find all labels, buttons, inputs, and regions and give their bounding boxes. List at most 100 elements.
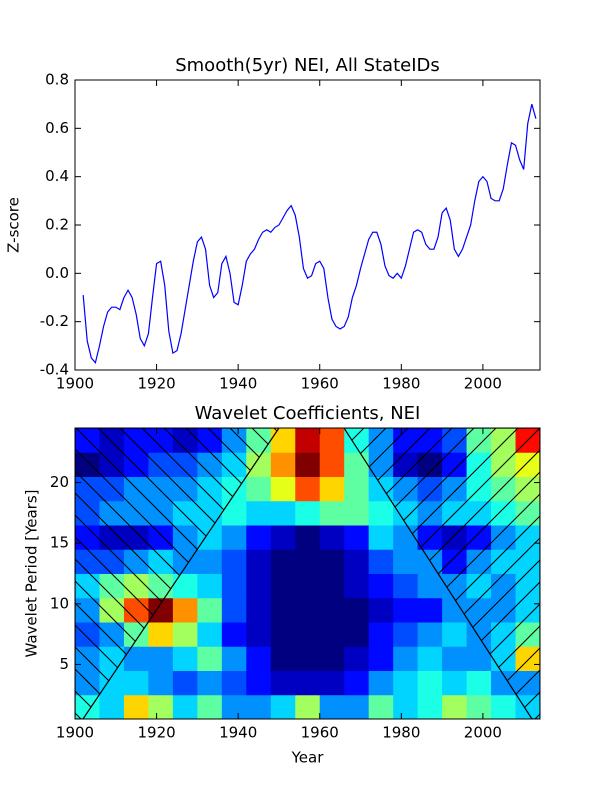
heat-cell: [295, 428, 321, 453]
y-tick-label: 0.4: [45, 167, 69, 185]
heat-cell: [148, 646, 174, 671]
x-tick-label: 1960: [301, 375, 339, 393]
heat-cell: [319, 549, 345, 574]
heat-cell: [319, 670, 345, 696]
heat-cell: [344, 525, 370, 550]
x-tick-label: 2000: [464, 724, 502, 742]
x-tick-label: 1980: [382, 375, 420, 393]
heat-cell: [221, 646, 247, 671]
x-tick-label: 1940: [219, 375, 257, 393]
heat-cell: [270, 597, 296, 623]
heat-cell: [246, 597, 272, 623]
heat-cell: [319, 694, 345, 719]
heat-cell: [197, 646, 223, 671]
y-tick-label: 0.2: [45, 216, 69, 234]
heat-cell: [246, 500, 272, 526]
x-tick-label: 1900: [56, 375, 94, 393]
heat-cell: [270, 549, 296, 574]
heat-cell: [221, 622, 247, 647]
heat-cell: [148, 622, 174, 647]
heat-cell: [344, 476, 370, 502]
heat-cell: [221, 597, 247, 623]
y-axis-label: Wavelet Period [Years]: [23, 489, 41, 657]
heat-cell: [319, 573, 345, 599]
heat-cell: [270, 525, 296, 550]
heat-cell: [270, 622, 296, 647]
heat-cell: [295, 573, 321, 599]
heat-cell: [197, 549, 223, 574]
heat-cell: [221, 670, 247, 696]
heat-cell: [246, 670, 272, 696]
y-tick-label: 0.0: [45, 264, 69, 282]
y-tick-label: 0.8: [45, 71, 69, 89]
heat-cell: [368, 549, 394, 574]
heat-cell: [221, 525, 247, 550]
heat-cell: [393, 670, 419, 696]
heat-cell: [246, 694, 272, 719]
heat-cell: [319, 428, 345, 453]
heat-cell: [246, 476, 272, 502]
heat-cell: [172, 670, 198, 696]
heat-cell: [295, 476, 321, 502]
heat-cell: [442, 622, 468, 647]
heat-cell: [270, 670, 296, 696]
heat-cell: [368, 622, 394, 647]
heat-cell: [123, 694, 149, 719]
heat-cell: [319, 622, 345, 647]
heat-cell: [99, 694, 125, 719]
heat-cell: [417, 573, 443, 599]
heat-cell: [368, 500, 394, 526]
heat-cell: [319, 646, 345, 671]
heat-cell: [393, 573, 419, 599]
heat-cell: [221, 694, 247, 719]
heat-cell: [295, 525, 321, 550]
x-tick-label: 1980: [382, 724, 420, 742]
heat-cell: [368, 597, 394, 623]
heat-cell: [246, 525, 272, 550]
heat-cell: [491, 694, 517, 719]
heat-cell: [442, 646, 468, 671]
heat-cell: [393, 646, 419, 671]
heat-cell: [344, 573, 370, 599]
heat-cell: [295, 670, 321, 696]
heat-cell: [172, 622, 198, 647]
y-tick-label: 15: [50, 534, 69, 552]
heat-cell: [417, 597, 443, 623]
heat-cell: [270, 476, 296, 502]
heat-cell: [246, 549, 272, 574]
heat-cell: [270, 500, 296, 526]
heat-cell: [172, 694, 198, 719]
heat-cell: [368, 573, 394, 599]
heat-cell: [442, 694, 468, 719]
heat-cell: [393, 694, 419, 719]
heat-cell: [368, 694, 394, 719]
heat-cell: [417, 646, 443, 671]
heat-cell: [270, 573, 296, 599]
line-panel: [82, 104, 537, 365]
heat-cell: [393, 549, 419, 574]
data-line: [82, 104, 537, 365]
x-tick-label: 1920: [137, 724, 175, 742]
plot-frame: [74, 427, 541, 720]
y-tick-label: 0.6: [45, 119, 69, 137]
y-tick-label: 10: [50, 594, 69, 612]
heat-cell: [368, 525, 394, 550]
heat-cell: [319, 500, 345, 526]
heat-cell: [123, 670, 149, 696]
heat-cell: [393, 622, 419, 647]
heat-cell: [344, 597, 370, 623]
x-tick-label: 1920: [137, 375, 175, 393]
heat-cell: [295, 549, 321, 574]
heat-cell: [417, 622, 443, 647]
heat-cell: [172, 646, 198, 671]
chart-title: Smooth(5yr) NEI, All StateIDs: [175, 55, 440, 76]
y-axis-label: Z-score: [5, 197, 23, 253]
heat-cell: [172, 597, 198, 623]
x-axis-label: Year: [291, 749, 325, 767]
heat-cell: [442, 670, 468, 696]
heat-cell: [295, 500, 321, 526]
heat-cell: [466, 694, 492, 719]
heat-cell: [344, 622, 370, 647]
x-tick-label: 1900: [56, 724, 94, 742]
